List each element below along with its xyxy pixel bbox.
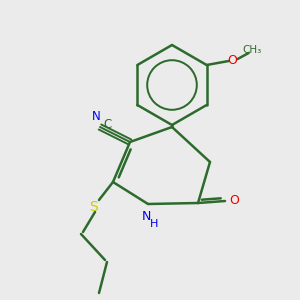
Text: O: O	[229, 194, 239, 206]
Text: N: N	[92, 110, 100, 122]
Text: H: H	[150, 219, 158, 229]
Text: C: C	[104, 118, 112, 130]
Text: N: N	[141, 211, 151, 224]
Text: S: S	[88, 200, 98, 214]
Text: CH₃: CH₃	[242, 45, 261, 55]
Text: O: O	[228, 53, 238, 67]
